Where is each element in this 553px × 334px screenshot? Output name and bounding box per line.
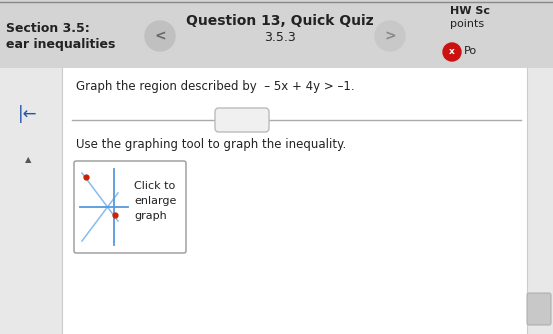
Text: x: x <box>449 47 455 56</box>
Text: 3.5.3: 3.5.3 <box>264 31 296 44</box>
Text: ▲: ▲ <box>25 155 32 164</box>
Text: <: < <box>154 29 166 43</box>
FancyBboxPatch shape <box>74 161 186 253</box>
Text: Graph the region described by  – 5x + 4y > –1.: Graph the region described by – 5x + 4y … <box>76 80 354 93</box>
Circle shape <box>443 43 461 61</box>
Text: Po: Po <box>464 46 477 56</box>
Text: points: points <box>450 19 484 29</box>
Text: Click to
enlarge
graph: Click to enlarge graph <box>134 181 176 220</box>
Text: ear inequalities: ear inequalities <box>6 38 116 51</box>
Circle shape <box>145 21 175 51</box>
FancyBboxPatch shape <box>62 68 527 334</box>
Text: Use the graphing tool to graph the inequality.: Use the graphing tool to graph the inequ… <box>76 138 346 151</box>
FancyBboxPatch shape <box>215 108 269 132</box>
FancyBboxPatch shape <box>527 68 553 334</box>
Text: Section 3.5:: Section 3.5: <box>6 22 90 35</box>
Text: |←: |← <box>18 105 38 123</box>
FancyBboxPatch shape <box>0 68 62 334</box>
FancyBboxPatch shape <box>0 0 553 68</box>
Text: Question 13, Quick Quiz: Question 13, Quick Quiz <box>186 14 374 28</box>
FancyBboxPatch shape <box>0 68 553 334</box>
FancyBboxPatch shape <box>527 293 551 325</box>
Circle shape <box>375 21 405 51</box>
Text: >: > <box>384 29 396 43</box>
Text: HW Sc: HW Sc <box>450 6 490 16</box>
